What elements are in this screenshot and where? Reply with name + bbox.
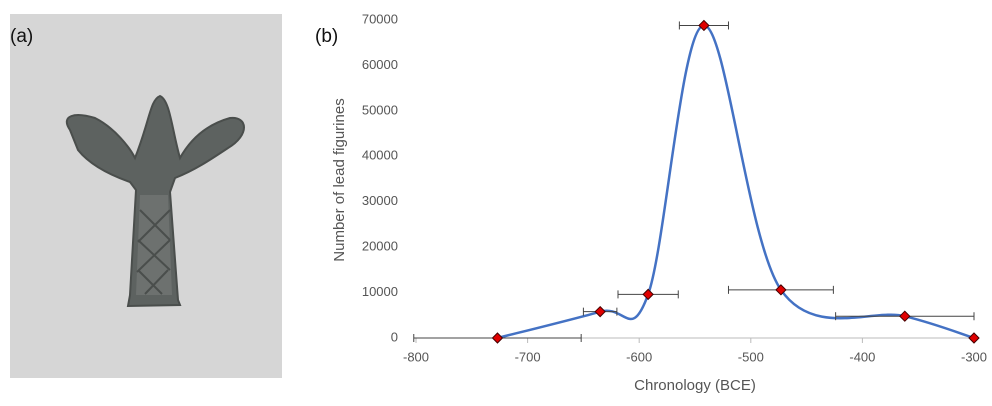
marker	[775, 284, 787, 296]
y-axis-title: Number of lead figurines	[331, 98, 348, 261]
panel-label: (b)	[315, 26, 338, 47]
panel-label: (a)	[10, 26, 33, 47]
x-tick-label: -400	[849, 349, 875, 364]
x-tick-label: -300	[961, 349, 987, 364]
x-tick-label: -800	[403, 349, 429, 364]
photo	[10, 14, 282, 378]
marker	[968, 332, 980, 344]
marker	[491, 332, 504, 344]
y-tick-label: 0	[391, 329, 398, 344]
y-tick-label: 30000	[362, 193, 398, 208]
x-tick-label: -500	[738, 349, 764, 364]
y-tick-label: 40000	[362, 148, 398, 163]
y-tick-label: 20000	[362, 239, 398, 254]
marker	[642, 288, 654, 301]
x-tick-label: -700	[515, 349, 541, 364]
x-tick-label: -600	[626, 349, 652, 364]
y-tick-label: 50000	[362, 102, 398, 117]
x-axis-title: Chronology (BCE)	[634, 377, 756, 394]
y-tick-label: 60000	[362, 57, 398, 72]
marker	[899, 310, 911, 322]
marker	[698, 19, 710, 32]
series-line	[497, 24, 975, 340]
y-tick-label: 10000	[362, 284, 398, 299]
y-tick-label: 70000	[362, 11, 398, 26]
marker	[594, 305, 606, 318]
